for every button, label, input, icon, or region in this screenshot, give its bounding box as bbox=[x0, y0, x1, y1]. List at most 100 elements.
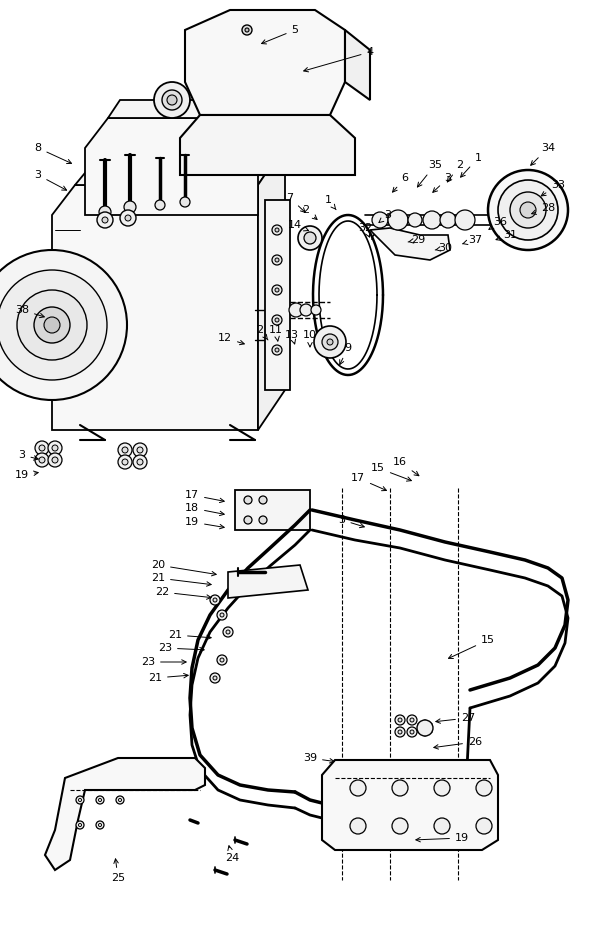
Circle shape bbox=[167, 95, 177, 105]
Circle shape bbox=[226, 630, 230, 634]
Circle shape bbox=[39, 457, 45, 463]
Circle shape bbox=[407, 727, 417, 737]
Circle shape bbox=[0, 250, 127, 400]
Text: 2: 2 bbox=[303, 205, 317, 219]
Circle shape bbox=[116, 796, 124, 804]
Text: 7: 7 bbox=[286, 193, 305, 212]
Circle shape bbox=[35, 441, 49, 455]
Circle shape bbox=[133, 455, 147, 469]
Circle shape bbox=[510, 192, 546, 228]
Circle shape bbox=[395, 715, 405, 725]
Text: 36: 36 bbox=[489, 217, 507, 229]
Circle shape bbox=[520, 202, 536, 218]
Circle shape bbox=[137, 459, 143, 465]
Polygon shape bbox=[258, 145, 285, 430]
Text: 9: 9 bbox=[340, 343, 352, 365]
Circle shape bbox=[423, 211, 441, 229]
Circle shape bbox=[372, 212, 388, 228]
Circle shape bbox=[350, 780, 366, 796]
Circle shape bbox=[304, 232, 316, 244]
Text: 3: 3 bbox=[379, 210, 392, 223]
Circle shape bbox=[398, 718, 402, 722]
Text: 37: 37 bbox=[463, 235, 482, 245]
Circle shape bbox=[434, 780, 450, 796]
Circle shape bbox=[272, 255, 282, 265]
Text: 19: 19 bbox=[185, 517, 224, 529]
Circle shape bbox=[476, 780, 492, 796]
Circle shape bbox=[52, 457, 58, 463]
Circle shape bbox=[154, 82, 190, 118]
Polygon shape bbox=[235, 490, 310, 530]
Circle shape bbox=[78, 823, 81, 826]
Circle shape bbox=[210, 595, 220, 605]
Circle shape bbox=[407, 715, 417, 725]
Circle shape bbox=[259, 496, 267, 504]
Polygon shape bbox=[370, 228, 450, 260]
Polygon shape bbox=[75, 145, 285, 185]
Circle shape bbox=[275, 288, 279, 292]
Circle shape bbox=[392, 780, 408, 796]
Polygon shape bbox=[418, 720, 432, 736]
Text: 21: 21 bbox=[151, 573, 211, 587]
Text: 8: 8 bbox=[34, 143, 71, 164]
Polygon shape bbox=[228, 565, 308, 598]
Text: 11: 11 bbox=[269, 325, 283, 341]
Text: 17: 17 bbox=[185, 490, 224, 503]
Text: 15: 15 bbox=[371, 463, 411, 481]
Circle shape bbox=[298, 226, 322, 250]
Text: 3: 3 bbox=[339, 515, 364, 527]
Text: 26: 26 bbox=[434, 737, 482, 749]
Circle shape bbox=[392, 818, 408, 834]
Circle shape bbox=[322, 334, 338, 350]
Text: 28: 28 bbox=[532, 203, 555, 214]
Circle shape bbox=[220, 658, 224, 662]
Text: 16: 16 bbox=[393, 457, 419, 476]
Text: 3: 3 bbox=[18, 450, 38, 461]
Circle shape bbox=[213, 676, 217, 680]
Text: 38: 38 bbox=[15, 305, 44, 318]
Circle shape bbox=[245, 28, 249, 32]
Circle shape bbox=[223, 627, 233, 637]
Circle shape bbox=[118, 443, 132, 457]
Circle shape bbox=[118, 455, 132, 469]
Circle shape bbox=[311, 305, 321, 315]
Polygon shape bbox=[322, 760, 498, 850]
Circle shape bbox=[217, 655, 227, 665]
Circle shape bbox=[395, 727, 405, 737]
Circle shape bbox=[275, 228, 279, 232]
Circle shape bbox=[275, 348, 279, 352]
Circle shape bbox=[76, 796, 84, 804]
Text: 21: 21 bbox=[168, 630, 211, 640]
Text: 19: 19 bbox=[15, 470, 38, 480]
Text: 32: 32 bbox=[358, 223, 372, 237]
Circle shape bbox=[244, 516, 252, 524]
Circle shape bbox=[398, 730, 402, 734]
Text: 21: 21 bbox=[148, 673, 188, 683]
Circle shape bbox=[275, 318, 279, 322]
Circle shape bbox=[455, 210, 475, 230]
Circle shape bbox=[498, 180, 558, 240]
Circle shape bbox=[217, 610, 227, 620]
Circle shape bbox=[300, 304, 312, 316]
Circle shape bbox=[125, 215, 131, 221]
Circle shape bbox=[155, 200, 165, 210]
Circle shape bbox=[327, 339, 333, 345]
Circle shape bbox=[137, 447, 143, 453]
Circle shape bbox=[350, 818, 366, 834]
Text: 3: 3 bbox=[34, 170, 67, 190]
Circle shape bbox=[99, 823, 101, 826]
Circle shape bbox=[162, 90, 182, 110]
Circle shape bbox=[48, 453, 62, 467]
Circle shape bbox=[96, 821, 104, 829]
Circle shape bbox=[314, 326, 346, 358]
Polygon shape bbox=[45, 758, 205, 870]
Text: 34: 34 bbox=[531, 143, 555, 165]
Circle shape bbox=[272, 315, 282, 325]
Circle shape bbox=[410, 718, 414, 722]
Polygon shape bbox=[85, 118, 258, 215]
Polygon shape bbox=[180, 115, 355, 175]
Text: 22: 22 bbox=[155, 587, 211, 600]
Circle shape bbox=[417, 720, 433, 736]
Circle shape bbox=[124, 201, 136, 213]
Text: 27: 27 bbox=[436, 713, 475, 723]
